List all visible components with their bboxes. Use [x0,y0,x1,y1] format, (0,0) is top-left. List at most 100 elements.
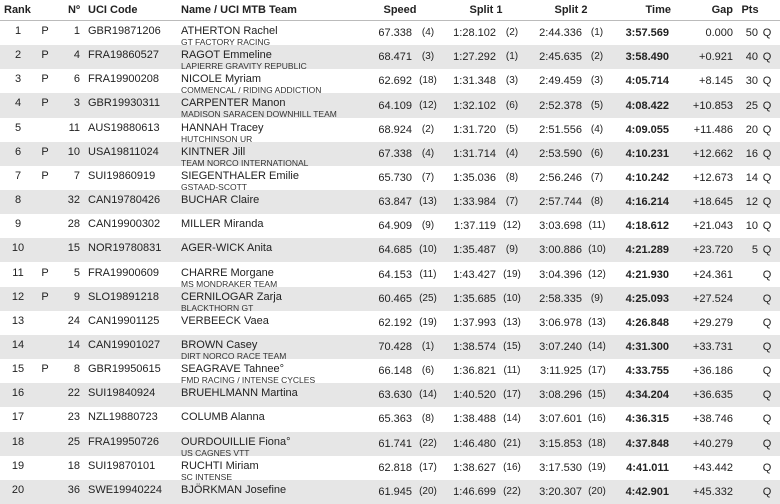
speed: 64.685 [378,244,412,257]
split1: 1:38.627 [453,461,496,474]
speed-rank: (3) [421,51,435,63]
speed: 65.363 [378,413,412,426]
split1: 1:31.348 [453,75,496,88]
split2: 2:51.556 [539,123,582,136]
q: Q [762,341,772,353]
split2-rank: (10) [588,244,606,256]
rank: 19 [11,459,25,472]
split1-rank: (5) [505,123,519,135]
rank: 10 [11,242,25,255]
split1: 1:43.427 [453,268,496,281]
split2: 2:49.459 [539,75,582,88]
q: Q [762,461,772,474]
speed: 63.847 [378,196,412,209]
split1-rank: (17) [503,389,521,401]
p: P [41,97,49,110]
column-header: Name / UCI MTB Team [181,4,297,16]
gap: +18.645 [692,196,733,209]
split2-rank: (19) [588,461,606,473]
speed: 68.924 [378,123,412,136]
split2-rank: (11) [588,220,606,232]
name: HANNAH Tracey [181,121,264,134]
time: 4:21.289 [625,244,669,257]
no: 7 [73,169,80,182]
speed-rank: (4) [421,27,435,39]
gap: +38.746 [692,413,733,426]
column-header: Split 1 [469,4,503,16]
no: 9 [73,290,80,303]
split1-rank: (9) [505,244,519,256]
split2: 3:03.698 [539,220,582,233]
result-row: 1 P 1 GBR19871206 ATHERTON Rachel 67.338 (4) 1:… [0,21,780,47]
gap: +24.361 [692,268,733,281]
time: 4:10.231 [625,147,669,160]
no: 18 [67,459,80,472]
time: 4:05.714 [625,75,669,88]
time: 4:42.901 [625,485,669,498]
gap: +0.921 [699,51,733,64]
time: 4:10.242 [625,171,669,184]
result-row: 15 P 8 GBR19950615 SEAGRAVE Tahnee° 66.148 (6)… [0,359,780,385]
result-row: 19 18 SUI19870101 RUCHTI Miriam 62.818 (17) 1:… [0,456,780,482]
result-row: 7 P 7 SUI19860919 SIEGENTHALER Emilie 65.730 (… [0,166,780,192]
speed-rank: (19) [419,316,437,328]
team: BLACKTHORN GT [181,302,254,313]
team: HUTCHINSON UR [181,133,253,144]
rank: 20 [11,483,25,496]
split2-rank: (18) [588,437,606,449]
split2: 2:52.378 [539,99,582,112]
split1-rank: (12) [503,220,521,232]
result-row: 20 36 SWE19940224 BJÖRKMAN Josefine 61.945 (2… [0,479,780,504]
speed: 65.730 [378,171,412,184]
q: Q [762,220,772,233]
split2-rank: (3) [590,75,604,87]
result-row: 16 22 SUI19840924 BRUEHLMANN Martina 63.630 (… [0,383,780,408]
code: SLO19891218 [88,290,159,303]
name: VERBEECK Vaea [181,314,269,327]
split2: 3:15.853 [539,437,582,450]
team: GSTAAD-SCOTT [181,181,247,192]
team: MADISON SARACEN DOWNHILL TEAM [181,109,337,120]
code: SUI19870101 [88,459,156,472]
split1-rank: (7) [505,196,519,208]
pts: 40 [745,51,758,64]
split1: 1:32.102 [453,99,496,112]
q: Q [762,292,772,305]
speed: 68.471 [378,51,412,64]
speed-rank: (7) [421,171,435,183]
result-row: 18 25 FRA19950726 OURDOUILLIE Fiona° 61.741 (… [0,431,780,458]
rank: 1 [14,25,22,37]
q: Q [762,365,772,378]
speed-rank: (14) [419,389,437,401]
time: 4:09.055 [625,123,669,136]
split1-rank: (3) [505,75,519,87]
speed: 62.692 [378,75,412,88]
split2: 3:07.601 [539,413,582,426]
gap: +36.635 [692,389,733,402]
time: 4:37.848 [625,437,669,450]
result-row: 12 P 9 SLO19891218 CERNILOGAR Zarja 60.465 (25… [0,286,780,313]
header-row: Rank Nº UCI Code Name / UCI MTB Team Speed Sp… [0,0,780,21]
name: NICOLE Myriam [181,73,262,86]
no: 5 [73,266,80,279]
split1: 1:35.487 [453,244,496,257]
pts: 50 [745,27,758,40]
split2-rank: (9) [590,292,604,304]
team: DIRT NORCO RACE TEAM [181,350,287,361]
time: 4:16.214 [625,196,669,209]
split2-rank: (4) [590,123,604,135]
p: P [41,266,49,279]
split2-rank: (2) [590,51,604,63]
q: Q [762,437,772,450]
p: P [41,25,49,37]
name: ATHERTON Rachel [181,25,278,37]
speed-rank: (9) [421,220,435,232]
no: 15 [67,242,80,255]
code: FRA19860527 [88,49,159,62]
gap: +8.145 [699,75,733,88]
q: Q [762,75,772,88]
gap: +40.279 [692,437,733,450]
split1-rank: (22) [503,485,521,497]
name: CARPENTER Manon [181,97,286,110]
gap: 0.000 [705,27,733,40]
